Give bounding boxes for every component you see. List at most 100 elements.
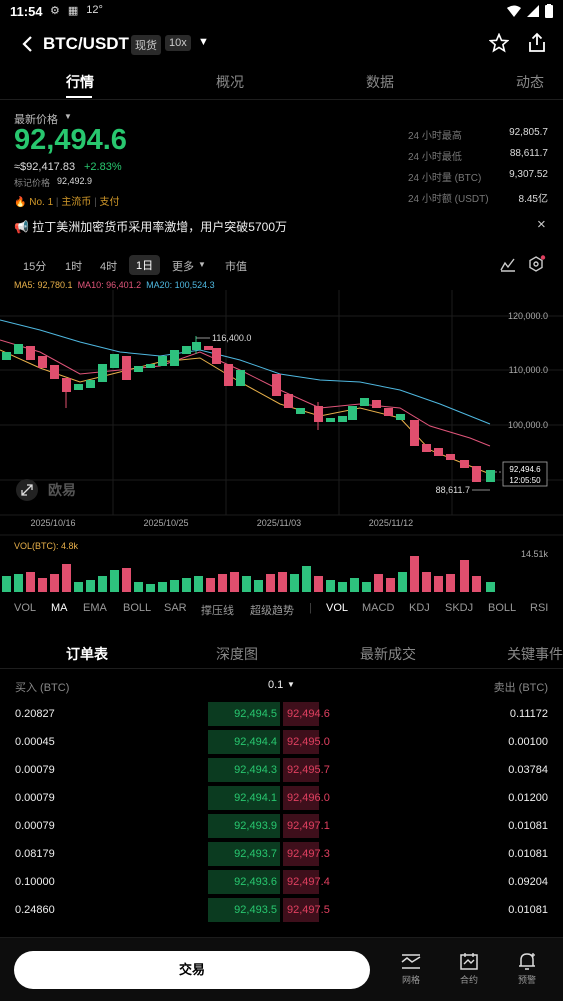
x-tick-label: 2025/11/03 (257, 518, 301, 528)
ind-ema[interactable]: EMA (83, 602, 107, 614)
expand-icon[interactable] (16, 479, 38, 501)
grid-icon (401, 954, 421, 969)
ind-supertrend[interactable]: 超级趋势 (250, 605, 294, 617)
interval-more[interactable]: 更多 (172, 261, 194, 273)
candle (26, 346, 35, 360)
ask-qty: 0.11172 (509, 708, 548, 720)
vol-bar (290, 574, 299, 592)
step-select[interactable]: 0.1 (268, 679, 284, 691)
alert-button[interactable]: 预警 (507, 952, 547, 986)
orderbook-tabs: 订单表 深度图 最新成交 关键事件 (0, 643, 563, 669)
tab-overview[interactable]: 概况 (216, 74, 244, 90)
bid-price: 92,494.1 (234, 792, 277, 804)
ind-boll[interactable]: BOLL (123, 602, 152, 614)
interval-mcap[interactable]: 市值 (225, 261, 247, 273)
tab-depth[interactable]: 深度图 (216, 646, 258, 662)
status-bar: 11:54 ⚙ ▦ 12° (0, 0, 563, 24)
megaphone-icon: 📢 (14, 220, 29, 234)
contract-icon (460, 953, 478, 970)
vol-bar (302, 566, 311, 592)
price-approx: ≈$92,417.83 (14, 161, 76, 173)
grid-button[interactable]: 网格 (391, 952, 431, 986)
vol-bar (62, 564, 71, 592)
interval-4h[interactable]: 4时 (100, 261, 118, 273)
tab-market[interactable]: 行情 (66, 74, 94, 90)
rank-row[interactable]: 🔥 No. 1 | 主流币 | 支付 (14, 197, 120, 208)
ask-depth-bar (283, 842, 319, 866)
bid-qty: 0.20827 (15, 708, 55, 720)
tag-spot: 现货 (131, 35, 161, 55)
orderbook-row[interactable]: 0.24860 92,493.5 92,497.5 0.01081 (0, 896, 563, 924)
vol-bar (278, 572, 287, 592)
indicator-icon[interactable] (500, 256, 516, 272)
orderbook-row[interactable]: 0.20827 92,494.5 92,494.6 0.11172 (0, 700, 563, 728)
vol-bar (410, 556, 419, 592)
candle (192, 342, 201, 350)
close-icon[interactable]: × (537, 216, 546, 233)
orderbook-header: 买入 (BTC) 0.1 ▼ 卖出 (BTC) (0, 679, 563, 695)
orderbook-row[interactable]: 0.10000 92,493.6 92,497.4 0.09204 (0, 868, 563, 896)
vol-bar (122, 568, 131, 592)
candle (14, 344, 23, 354)
vol-bar (434, 576, 443, 592)
x-tick-label: 2025/10/16 (30, 518, 75, 528)
vol-bar (182, 578, 191, 592)
orderbook-row[interactable]: 0.00079 92,493.9 92,497.1 0.01081 (0, 812, 563, 840)
status-icons-left: ⚙ ▦ 12° (50, 4, 103, 17)
mark-price-label: 标记价格 (14, 178, 51, 188)
pair-title[interactable]: BTC/USDT (43, 34, 129, 53)
orderbook-row[interactable]: 0.08179 92,493.7 92,497.3 0.01081 (0, 840, 563, 868)
ind-boll-sub[interactable]: BOLL (488, 602, 517, 614)
bid-qty: 0.00045 (15, 736, 55, 748)
interval-15m[interactable]: 15分 (23, 261, 47, 273)
bid-qty: 0.08179 (15, 848, 55, 860)
ind-support[interactable]: 撑压线 (201, 605, 234, 617)
orderbook-row[interactable]: 0.00045 92,494.4 92,495.0 0.00100 (0, 728, 563, 756)
ind-kdj[interactable]: KDJ (409, 602, 430, 614)
candle (348, 406, 357, 420)
ask-qty: 0.01081 (508, 848, 548, 860)
contract-button[interactable]: 合约 (449, 952, 489, 986)
bid-qty: 0.00079 (15, 764, 55, 776)
vol-bar (110, 570, 119, 592)
tab-news[interactable]: 动态 (516, 74, 544, 90)
vol-bar (134, 582, 143, 592)
tab-data[interactable]: 数据 (366, 74, 394, 90)
ind-sar[interactable]: SAR (164, 602, 187, 614)
header: BTC/USDT 现货 10x ▼ (0, 28, 563, 62)
candle (472, 466, 481, 482)
vol-bar (50, 574, 59, 592)
share-icon[interactable] (527, 32, 547, 53)
ind-vol-sub[interactable]: VOL (326, 602, 349, 614)
vol-bar (98, 576, 107, 592)
tab-trades[interactable]: 最新成交 (360, 646, 416, 662)
candlestick-chart[interactable]: 120,000.0 110,000.0 100,000.0 (0, 290, 563, 596)
bid-price: 92,494.4 (234, 736, 277, 748)
tab-orderbook[interactable]: 订单表 (66, 646, 108, 662)
vol-bar (206, 578, 215, 592)
pair-dropdown-icon[interactable]: ▼ (198, 36, 209, 48)
orderbook-row[interactable]: 0.00079 92,494.1 92,496.0 0.01200 (0, 784, 563, 812)
step-chevron-icon[interactable]: ▼ (287, 680, 295, 689)
interval-1h[interactable]: 1时 (65, 261, 83, 273)
tab-events[interactable]: 关键事件 (507, 646, 563, 662)
stat-label: 24 小时最高 (408, 131, 462, 142)
orderbook-row[interactable]: 0.00079 92,494.3 92,495.7 0.03784 (0, 756, 563, 784)
ind-rsi[interactable]: RSI (530, 602, 549, 614)
candle (170, 350, 179, 366)
more-chevron-icon[interactable]: ▼ (198, 260, 206, 269)
interval-1d[interactable]: 1日 (129, 255, 161, 275)
chart-settings-icon[interactable] (528, 255, 546, 273)
back-icon[interactable] (18, 32, 38, 56)
chevron-down-icon[interactable]: ▼ (64, 112, 72, 121)
trade-button[interactable]: 交易 (14, 951, 370, 989)
ind-ma[interactable]: MA (51, 602, 68, 614)
watermark: 欧易 (48, 482, 76, 498)
news-banner[interactable]: 📢 拉丁美洲加密货币采用率激增，用户突破5700万 (14, 218, 287, 235)
price-label[interactable]: 最新价格 (14, 114, 58, 126)
ask-depth-bar (283, 814, 319, 838)
ind-skdj[interactable]: SKDJ (445, 602, 474, 614)
ind-vol[interactable]: VOL (14, 602, 37, 614)
ind-macd[interactable]: MACD (362, 602, 395, 614)
star-icon[interactable] (489, 33, 509, 53)
